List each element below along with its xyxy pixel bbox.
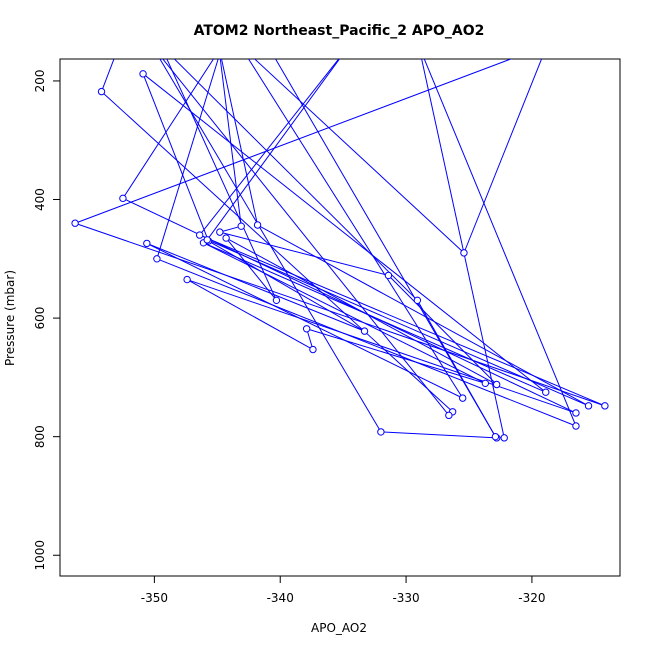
series-segment bbox=[221, 59, 259, 226]
series-segment bbox=[206, 59, 341, 241]
data-point bbox=[203, 236, 211, 244]
y-tick-label: 400 bbox=[33, 188, 47, 211]
data-point bbox=[97, 87, 106, 96]
data-point bbox=[377, 428, 385, 436]
series-segment bbox=[146, 242, 365, 332]
series-segment bbox=[388, 275, 498, 385]
chart-title: ATOM2 Northeast_Pacific_2 APO_AO2 bbox=[194, 23, 485, 39]
data-point bbox=[481, 379, 490, 388]
series-segment bbox=[156, 258, 577, 427]
x-tick-label: -340 bbox=[267, 591, 294, 605]
series-segment bbox=[253, 59, 465, 254]
y-tick-label: 200 bbox=[33, 69, 47, 92]
data-point bbox=[309, 345, 317, 354]
series-segment bbox=[146, 242, 463, 399]
y-tick-label: 800 bbox=[33, 425, 47, 448]
data-point bbox=[253, 221, 262, 229]
y-tick-label: 1000 bbox=[33, 540, 47, 571]
series-segment bbox=[186, 279, 314, 350]
data-point bbox=[272, 296, 281, 305]
data-point bbox=[601, 402, 609, 410]
x-axis-label: APO_AO2 bbox=[311, 621, 367, 635]
series-segment bbox=[162, 59, 450, 416]
data-point bbox=[413, 296, 422, 305]
data-point bbox=[491, 432, 500, 441]
x-tick-label: -330 bbox=[392, 591, 419, 605]
series-segment bbox=[247, 59, 464, 399]
series-segment bbox=[219, 231, 389, 276]
data-point bbox=[237, 42, 243, 48]
series-segment bbox=[219, 59, 242, 227]
series-segment bbox=[142, 73, 209, 242]
series-segment bbox=[207, 239, 589, 407]
series-segment bbox=[74, 59, 513, 224]
series-segment bbox=[142, 73, 547, 393]
series-segment bbox=[101, 91, 453, 413]
series-segment bbox=[199, 59, 340, 236]
series-layer bbox=[71, 42, 609, 442]
data-point bbox=[149, 42, 155, 48]
series-segment bbox=[122, 59, 215, 199]
series-segment bbox=[380, 431, 497, 439]
data-point bbox=[492, 380, 501, 389]
data-point bbox=[572, 409, 580, 417]
series-segment bbox=[122, 197, 577, 414]
series-segment bbox=[166, 59, 277, 301]
data-point bbox=[195, 231, 204, 239]
y-axis: 200 400 600 800 1000 bbox=[33, 69, 60, 571]
y-tick-label: 600 bbox=[33, 307, 47, 330]
series-segment bbox=[156, 59, 219, 259]
data-point bbox=[384, 271, 393, 280]
data-point bbox=[302, 325, 311, 333]
series-segment bbox=[208, 240, 365, 332]
x-tick-label: -350 bbox=[141, 591, 168, 605]
data-point bbox=[153, 255, 161, 263]
data-point bbox=[346, 42, 352, 48]
series-segment bbox=[74, 222, 606, 407]
data-point bbox=[116, 42, 122, 48]
data-point bbox=[222, 234, 230, 242]
series-segment bbox=[159, 59, 382, 433]
data-point bbox=[216, 228, 224, 236]
data-point bbox=[544, 42, 550, 48]
data-point bbox=[143, 239, 151, 248]
data-point bbox=[415, 42, 421, 48]
data-point bbox=[572, 422, 580, 430]
y-axis-label: Pressure (mbar) bbox=[3, 270, 17, 366]
data-point bbox=[445, 411, 453, 420]
x-axis: -350 -340 -330 -320 bbox=[141, 576, 546, 605]
data-point bbox=[264, 42, 270, 48]
data-point bbox=[542, 388, 550, 396]
series-segment bbox=[186, 279, 577, 414]
data-point bbox=[71, 219, 79, 227]
data-point bbox=[458, 394, 467, 402]
data-point bbox=[139, 70, 147, 78]
data-point bbox=[119, 194, 127, 203]
data-point bbox=[215, 42, 221, 48]
data-point bbox=[584, 402, 593, 410]
data-point bbox=[500, 434, 508, 442]
data-point bbox=[360, 327, 369, 335]
data-point bbox=[219, 42, 225, 48]
series-segment bbox=[203, 242, 546, 393]
x-tick-label: -320 bbox=[518, 591, 545, 605]
series-segment bbox=[274, 59, 496, 437]
series-segment bbox=[306, 328, 486, 384]
series-segment bbox=[257, 224, 589, 407]
series-segment bbox=[225, 237, 277, 301]
data-point bbox=[237, 222, 245, 230]
data-point bbox=[460, 249, 468, 257]
series-segment bbox=[101, 59, 115, 92]
series-segment bbox=[173, 59, 418, 301]
series-segment bbox=[463, 59, 543, 254]
data-point bbox=[183, 275, 191, 284]
data-point bbox=[157, 42, 163, 48]
series-segment bbox=[225, 237, 497, 385]
series-segment bbox=[423, 59, 577, 427]
